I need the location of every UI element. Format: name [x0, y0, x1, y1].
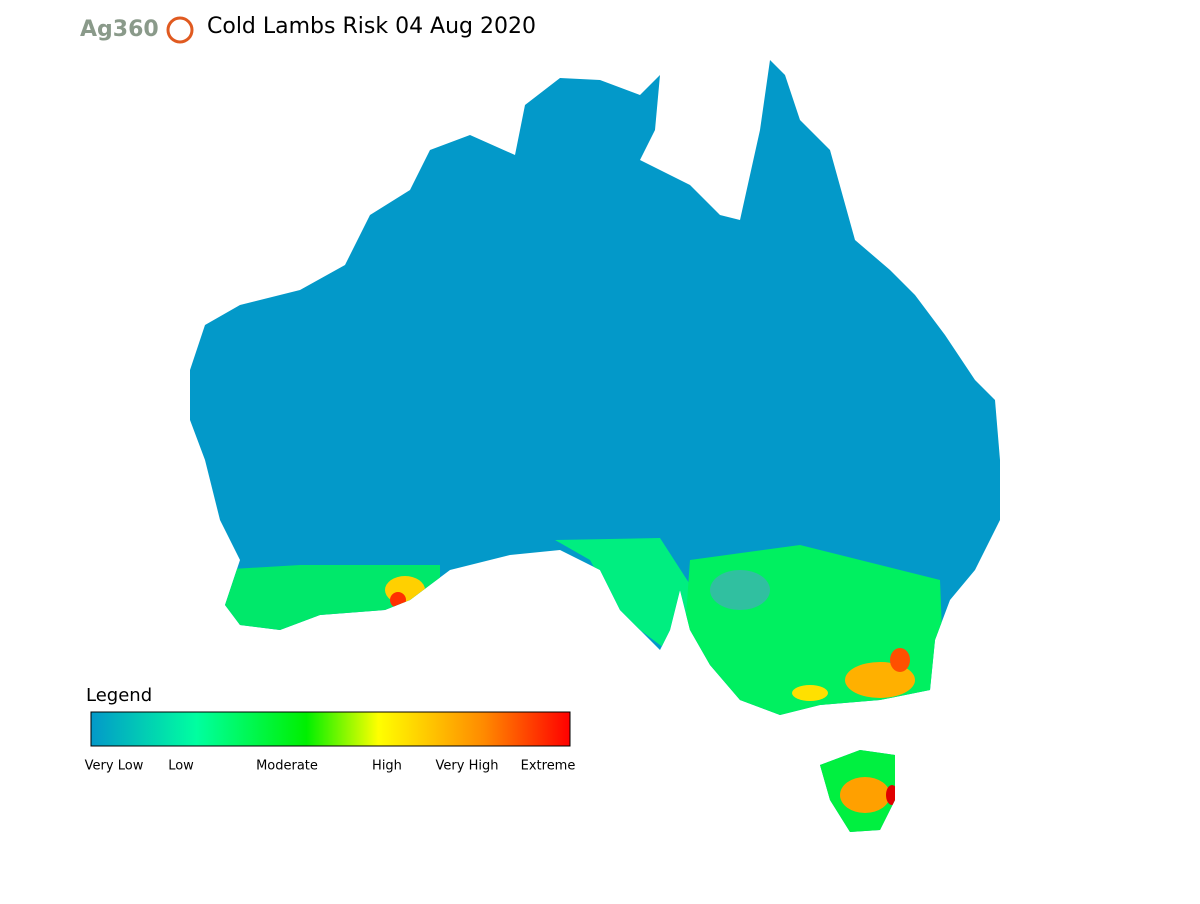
legend-label: Extreme [521, 759, 576, 774]
legend-label: Moderate [256, 759, 318, 774]
map-title: Cold Lambs Risk 04 Aug 2020 [207, 14, 536, 39]
logo-text: Ag360 [80, 17, 159, 42]
legend-label: High [372, 759, 402, 774]
legend-title: Legend [86, 685, 152, 706]
risk-zone [890, 648, 910, 672]
legend-label: Very Low [85, 759, 144, 774]
risk-zone [886, 785, 898, 805]
risk-zone [840, 777, 890, 813]
risk-zone [792, 685, 828, 701]
logo-icon [166, 16, 194, 44]
logo: Ag360 [80, 16, 194, 44]
legend-labels: Very Low Low Moderate High Very High Extreme [85, 759, 576, 774]
legend-label: Low [168, 759, 194, 774]
legend-colorbar [90, 711, 571, 747]
risk-zone [710, 570, 770, 610]
legend-label: Very High [436, 759, 499, 774]
risk-zone [555, 538, 700, 660]
risk-zone [390, 592, 406, 608]
